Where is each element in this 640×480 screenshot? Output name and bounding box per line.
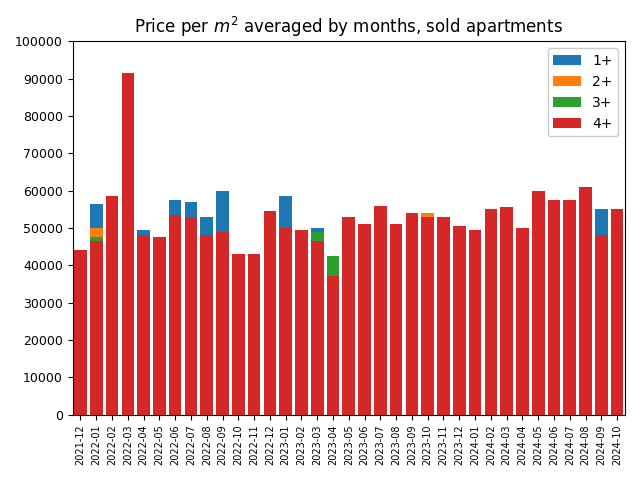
Bar [200, 236, 213, 415]
Bar [311, 228, 324, 232]
Bar [406, 213, 419, 415]
Bar [138, 236, 150, 415]
Bar [390, 224, 403, 415]
Bar [248, 254, 260, 415]
Bar [279, 196, 292, 228]
Bar [90, 237, 102, 241]
Bar [326, 256, 339, 276]
Bar [138, 230, 150, 236]
Bar [326, 276, 339, 415]
Bar [453, 226, 465, 415]
Bar [374, 205, 387, 415]
Bar [122, 73, 134, 415]
Bar [421, 217, 434, 415]
Bar [264, 211, 276, 415]
Bar [311, 241, 324, 415]
Bar [169, 200, 182, 215]
Bar [185, 217, 197, 415]
Bar [153, 237, 166, 415]
Bar [611, 209, 623, 415]
Bar [500, 207, 513, 415]
Bar [169, 215, 182, 415]
Bar [358, 224, 371, 415]
Bar [342, 217, 355, 415]
Bar [106, 196, 118, 415]
Bar [295, 230, 308, 415]
Bar [216, 232, 229, 415]
Bar [548, 200, 560, 415]
Bar [311, 232, 324, 241]
Bar [468, 230, 481, 415]
Bar [484, 209, 497, 415]
Bar [532, 191, 545, 415]
Bar [185, 202, 197, 217]
Bar [90, 228, 102, 237]
Bar [516, 228, 529, 415]
Bar [563, 200, 576, 415]
Legend: 1+, 2+, 3+, 4+: 1+, 2+, 3+, 4+ [548, 48, 618, 136]
Bar [595, 209, 607, 236]
Bar [74, 251, 87, 415]
Bar [216, 191, 229, 232]
Bar [279, 228, 292, 415]
Bar [90, 204, 102, 228]
Bar [421, 213, 434, 217]
Bar [90, 241, 102, 415]
Bar [200, 217, 213, 236]
Bar [437, 217, 450, 415]
Bar [232, 254, 244, 415]
Bar [579, 187, 592, 415]
Title: Price per $m^2$ averaged by months, sold apartments: Price per $m^2$ averaged by months, sold… [134, 15, 563, 39]
Bar [595, 236, 607, 415]
